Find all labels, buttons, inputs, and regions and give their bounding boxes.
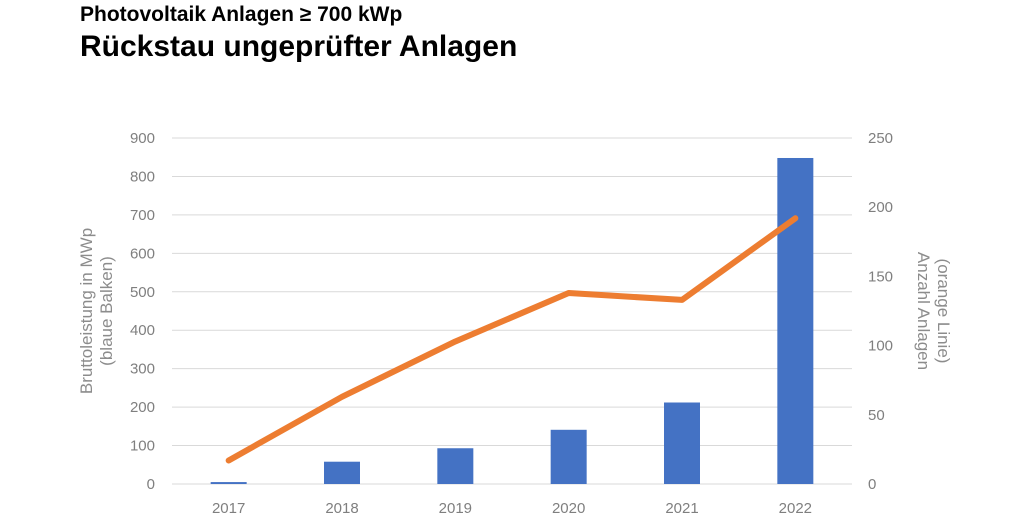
x-tick-label: 2018	[325, 500, 358, 517]
bar	[664, 402, 700, 484]
left-tick-label: 900	[130, 130, 155, 147]
left-tick-label: 100	[130, 438, 155, 455]
right-tick-label: 200	[868, 199, 893, 216]
bar	[437, 448, 474, 484]
x-tick-label: 2017	[212, 500, 245, 517]
bar	[210, 482, 247, 484]
right-tick-label: 0	[868, 476, 876, 493]
right-tick-label: 150	[868, 268, 893, 285]
left-tick-label: 700	[130, 207, 155, 224]
left-axis-label-2: (blaue Balken)	[97, 256, 116, 366]
right-tick-label: 50	[868, 407, 885, 424]
x-tick-label: 2022	[779, 500, 812, 517]
bar	[324, 461, 360, 484]
chart-title: Photovoltaik Anlagen ≥ 700 kWp	[80, 3, 403, 26]
x-tick-label: 2020	[552, 500, 585, 517]
right-tick-label: 250	[868, 130, 893, 147]
right-axis-label-1: Anzahl Anlagen	[914, 252, 933, 370]
left-tick-label: 400	[130, 322, 155, 339]
chart-subtitle: Rückstau ungeprüfter Anlagen	[80, 30, 518, 63]
series-line	[225, 215, 799, 464]
bar	[777, 157, 814, 485]
left-axis-label-1: Bruttoleistung in MWp	[77, 228, 96, 394]
left-tick-label: 500	[130, 284, 155, 301]
left-tick-label: 200	[130, 399, 155, 416]
bar	[550, 429, 587, 484]
x-tick-label: 2019	[439, 500, 472, 517]
left-tick-label: 300	[130, 361, 155, 378]
x-tick-label: 2021	[665, 500, 698, 517]
left-tick-label: 0	[147, 476, 155, 493]
left-tick-label: 800	[130, 168, 155, 185]
left-tick-label: 600	[130, 245, 155, 262]
right-axis-label-2: (orange Linie)	[934, 259, 953, 364]
right-tick-label: 100	[868, 338, 893, 355]
